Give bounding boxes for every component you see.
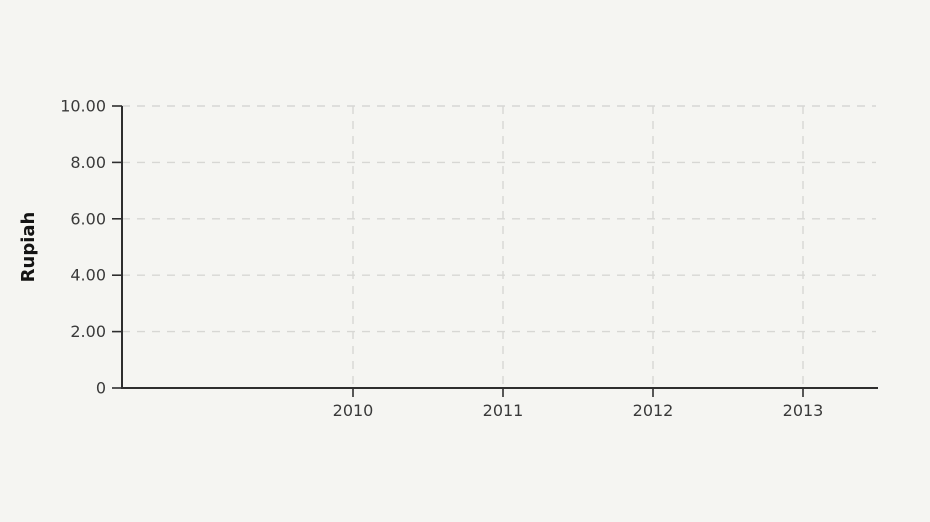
x-tick-label: 2012	[633, 401, 674, 420]
y-axis-title: Rupiah	[18, 212, 39, 283]
y-tick-label: 4.00	[70, 266, 106, 285]
x-tick-label: 2010	[333, 401, 374, 420]
y-tick-label: 8.00	[70, 153, 106, 172]
footer: cc DATABOKS	[0, 466, 930, 522]
x-tick-label: 2013	[783, 401, 824, 420]
x-tick-label: 2011	[483, 401, 524, 420]
y-tick-label: 10.00	[60, 97, 106, 116]
chart-plot: 0 2.00 4.00 6.00 8.00 10.00 2010 2011 2012 2013 Ru…	[18, 97, 878, 420]
y-tick-label: 2.00	[70, 322, 106, 341]
y-tick-label: 0	[96, 379, 106, 398]
y-tick-label: 6.00	[70, 209, 106, 228]
